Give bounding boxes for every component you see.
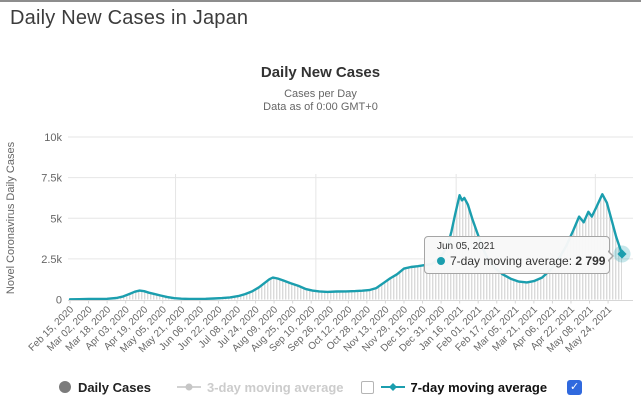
chart-subtitle-line1: Cases per Day — [284, 88, 357, 100]
series-bullet-icon — [437, 257, 445, 265]
7day-average-checkbox[interactable]: ✓ — [567, 379, 583, 395]
legend-label-3day-average: 3-day moving average — [206, 379, 344, 395]
tooltip-value: 2 799 — [575, 254, 606, 268]
legend-item-3day-average[interactable]: 3-day moving average — [176, 379, 344, 395]
window-top-border — [0, 0, 641, 2]
tooltip-series-line: 7-day moving average: 2 799 — [437, 254, 605, 268]
y-tick-label: 10k — [44, 132, 62, 144]
legend-label-daily-cases: Daily Cases — [77, 379, 151, 395]
highlight-diamond-marker[interactable] — [617, 249, 627, 259]
page-title: Daily New Cases in Japan — [10, 7, 249, 29]
y-tick-label: 5k — [50, 213, 62, 225]
tooltip-series-label: 7-day moving average: — [450, 254, 576, 268]
legend-label-7day-average: 7-day moving average — [410, 379, 548, 395]
tooltip-date: Jun 05, 2021 — [437, 241, 495, 252]
y-axis-title: Novel Coronavirus Daily Cases — [5, 141, 17, 294]
check-icon: ✓ — [569, 380, 580, 393]
y-tick-label: 2.5k — [41, 254, 62, 266]
daily-cases-marker-icon — [58, 381, 71, 393]
7day-average-marker-icon — [380, 383, 405, 391]
chart-title: Daily New Cases — [260, 64, 381, 81]
3day-average-marker-icon — [176, 383, 201, 391]
legend-item-daily-cases[interactable]: Daily Cases — [58, 379, 151, 395]
3day-average-checkbox[interactable] — [360, 380, 374, 394]
tooltip: Jun 05, 2021 7-day moving average: 2 799 — [424, 236, 614, 274]
moving-average-line — [68, 193, 624, 301]
legend-item-7day-average[interactable]: 7-day moving average — [380, 379, 548, 395]
chart-legend: Daily Cases 3-day moving average 7-day m… — [0, 377, 641, 397]
y-tick-label: 0 — [56, 295, 62, 307]
y-tick-label: 7.5k — [41, 173, 62, 185]
chart-subtitle-line2: Data as of 0:00 GMT+0 — [263, 101, 378, 113]
